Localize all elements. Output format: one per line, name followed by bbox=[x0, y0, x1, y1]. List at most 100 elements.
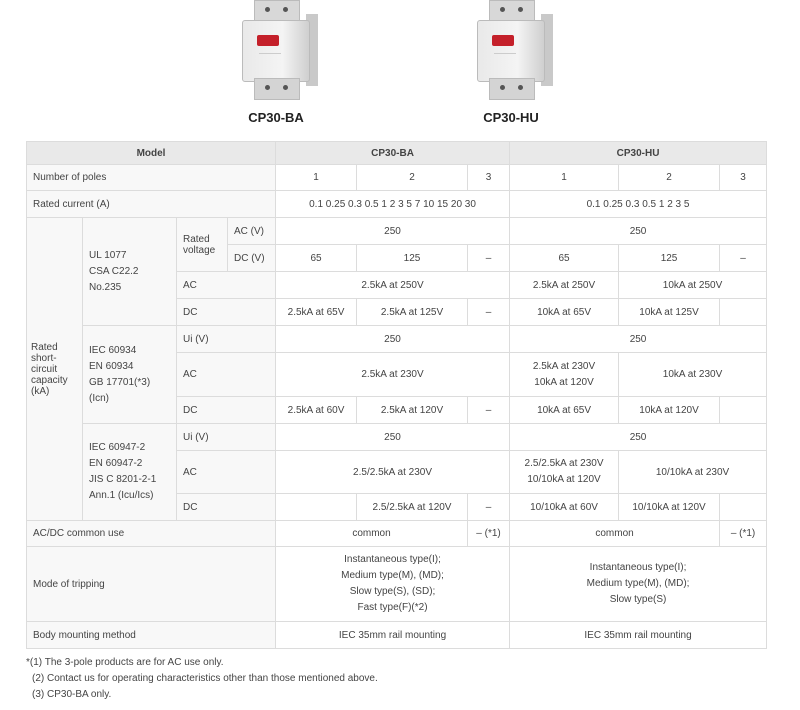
table-row: IEC 60934 EN 60934 GB 17701(*3) (Icn) Ui (V… bbox=[27, 325, 768, 424]
cell bbox=[719, 396, 768, 424]
product-cp30-hu: CP30-HU bbox=[451, 0, 571, 125]
cell: 3 bbox=[719, 164, 768, 191]
table-row: Mode of tripping Instantaneous type(I); M… bbox=[25, 546, 768, 622]
cell: 10kA at 230V bbox=[618, 352, 768, 397]
row-label-scc: Rated short-circuit capacity (kA) bbox=[26, 217, 83, 521]
cell: 10kA at 120V bbox=[618, 396, 721, 424]
cell: 10/10kA at 60V bbox=[509, 493, 620, 521]
cell: 250 bbox=[275, 423, 511, 451]
cell: 10kA at 250V bbox=[618, 271, 768, 299]
cell: 0.1 0.25 0.3 0.5 1 2 3 5 bbox=[509, 190, 768, 218]
table-row: AC 2.5/2.5kA at 230V 2.5/2.5kA at 230V 10… bbox=[27, 450, 768, 494]
cell bbox=[719, 493, 768, 521]
rated-voltage-label: Rated voltage bbox=[176, 217, 228, 272]
row-label: AC (V) bbox=[226, 217, 277, 245]
cell: 65 bbox=[275, 244, 358, 272]
table-row: Rated short-circuit capacity (kA) UL 107… bbox=[26, 217, 768, 521]
cell: 10/10kA at 230V bbox=[618, 450, 768, 494]
cell: 10/10kA at 120V bbox=[618, 493, 721, 521]
cell: 1 bbox=[275, 164, 358, 191]
table-row: AC 2.5kA at 230V 2.5kA at 230V 10kA at 12… bbox=[27, 352, 768, 397]
cell: – bbox=[467, 493, 511, 521]
cell: 2.5kA at 230V bbox=[275, 352, 511, 397]
cell bbox=[275, 493, 358, 521]
cell: 2.5kA at 65V bbox=[275, 298, 358, 326]
row-label: Rated current (A) bbox=[25, 190, 277, 218]
cell: IEC 35mm rail mounting bbox=[509, 621, 768, 649]
cell: 2.5kA at 125V bbox=[356, 298, 469, 326]
header-cp30-hu: CP30-HU bbox=[509, 141, 768, 165]
table-row: Body mounting method IEC 35mm rail mount… bbox=[25, 621, 768, 649]
cell: IEC 35mm rail mounting bbox=[275, 621, 511, 649]
cell: 2.5kA at 120V bbox=[356, 396, 469, 424]
row-label: AC bbox=[175, 450, 277, 494]
cell: 2.5kA at 250V bbox=[509, 271, 620, 299]
cell: 250 bbox=[275, 325, 511, 353]
cell: – bbox=[467, 396, 511, 424]
table-row: AC/DC common use common – (*1) common – … bbox=[25, 520, 768, 547]
cell: 10kA at 125V bbox=[618, 298, 721, 326]
cell: 2.5kA at 60V bbox=[275, 396, 358, 424]
footnote: (3) CP30-BA only. bbox=[32, 689, 112, 700]
cell: 250 bbox=[509, 217, 768, 245]
row-label: DC bbox=[175, 493, 277, 521]
cell: 250 bbox=[509, 325, 768, 353]
header-row: Model CP30-BA CP30-HU bbox=[25, 141, 768, 165]
header-model: Model bbox=[25, 141, 277, 165]
cell: 2.5/2.5kA at 120V bbox=[356, 493, 469, 521]
standard-ul: UL 1077 CSA C22.2 No.235 bbox=[82, 217, 177, 326]
cell: Instantaneous type(I); Medium type(M), (M… bbox=[275, 546, 511, 622]
standard-iec60934: IEC 60934 EN 60934 GB 17701(*3) (Icn) bbox=[82, 325, 177, 424]
row-label: Number of poles bbox=[25, 164, 277, 191]
row-label: Ui (V) bbox=[175, 325, 277, 353]
cell: 250 bbox=[275, 217, 511, 245]
table-row: Rated current (A) 0.1 0.25 0.3 0.5 1 2 3… bbox=[25, 190, 768, 218]
cell: Instantaneous type(I); Medium type(M), (M… bbox=[509, 546, 768, 622]
table-row: Number of poles 1 2 3 1 2 3 bbox=[25, 164, 768, 191]
row-label: DC bbox=[175, 298, 277, 326]
footnote: *(1) The 3-pole products are for AC use … bbox=[26, 657, 224, 668]
cell: 2 bbox=[356, 164, 469, 191]
breaker-image bbox=[236, 0, 318, 100]
cell: 0.1 0.25 0.3 0.5 1 2 3 5 7 10 15 20 30 bbox=[275, 190, 511, 218]
cell: 250 bbox=[509, 423, 768, 451]
row-label: DC bbox=[175, 396, 277, 424]
cell bbox=[719, 298, 768, 326]
cell: 65 bbox=[509, 244, 620, 272]
product-name: CP30-BA bbox=[248, 110, 304, 125]
cell: common bbox=[509, 520, 721, 547]
table-row: DC 2.5kA at 60V 2.5kA at 120V – 10kA at … bbox=[27, 396, 768, 424]
product-cp30-ba: CP30-BA bbox=[216, 0, 336, 125]
table-row: AC 2.5kA at 250V 2.5kA at 250V 10kA at 2… bbox=[27, 271, 768, 299]
cell: 2.5/2.5kA at 230V bbox=[275, 450, 511, 494]
spec-table: Model CP30-BA CP30-HU Number of poles 1 … bbox=[25, 141, 768, 649]
footnote: (2) Contact us for operating characteris… bbox=[32, 673, 378, 684]
row-label: AC bbox=[175, 271, 277, 299]
cell: 2.5/2.5kA at 230V 10/10kA at 120V bbox=[509, 450, 620, 494]
cell: – bbox=[467, 298, 511, 326]
footnotes: *(1) The 3-pole products are for AC use … bbox=[26, 655, 378, 703]
cell: common bbox=[275, 520, 469, 547]
cell: 2 bbox=[618, 164, 721, 191]
cell: 1 bbox=[509, 164, 620, 191]
cell: 125 bbox=[618, 244, 721, 272]
table-row: DC 2.5kA at 65V 2.5kA at 125V – 10kA at … bbox=[27, 298, 768, 326]
cell: 2.5kA at 250V bbox=[275, 271, 511, 299]
row-label: Body mounting method bbox=[25, 621, 277, 649]
table-row: DC 2.5/2.5kA at 120V – 10/10kA at 60V 10… bbox=[27, 493, 768, 521]
cell: 10kA at 65V bbox=[509, 396, 620, 424]
breaker-image bbox=[471, 0, 553, 100]
cell: 3 bbox=[467, 164, 511, 191]
standard-iec60947: IEC 60947-2 EN 60947-2 JIS C 8201-2-1 Ann.1… bbox=[82, 423, 177, 521]
table-row: IEC 60947-2 EN 60947-2 JIS C 8201-2-1 Ann.1… bbox=[27, 423, 768, 521]
header-cp30-ba: CP30-BA bbox=[275, 141, 511, 165]
cell: 125 bbox=[356, 244, 469, 272]
table-row: DC (V) 65 125 – 65 125 – bbox=[27, 244, 768, 272]
cell: – (*1) bbox=[467, 520, 511, 547]
cell: 10kA at 65V bbox=[509, 298, 620, 326]
cell: – bbox=[467, 244, 511, 272]
row-label: Ui (V) bbox=[175, 423, 277, 451]
row-label: AC/DC common use bbox=[25, 520, 277, 547]
cell: – (*1) bbox=[719, 520, 768, 547]
row-label: DC (V) bbox=[226, 244, 277, 272]
